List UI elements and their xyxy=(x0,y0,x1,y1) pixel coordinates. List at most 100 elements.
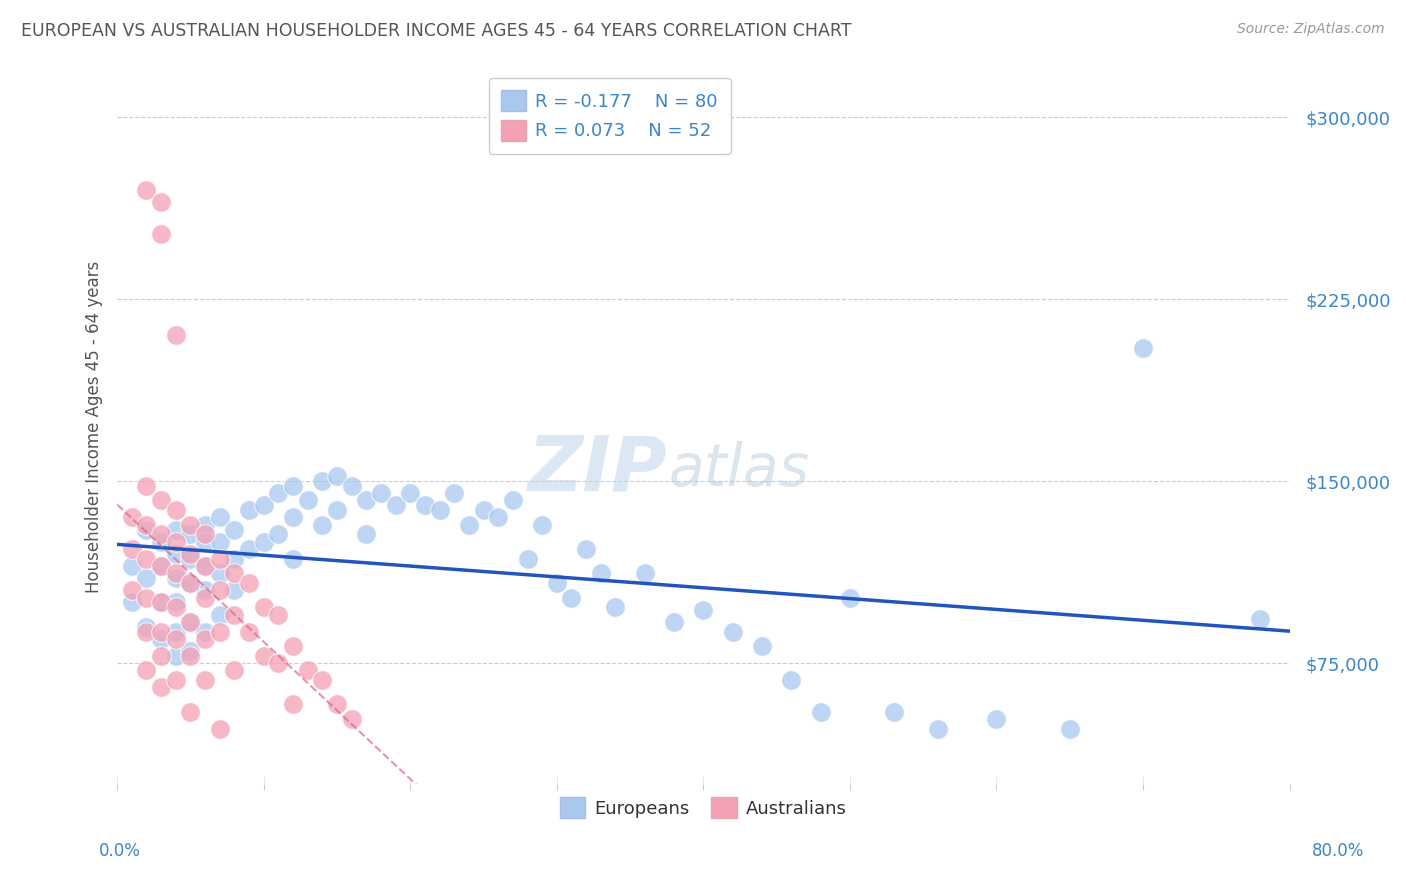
Point xyxy=(429,503,451,517)
Point xyxy=(179,705,201,719)
Point xyxy=(560,591,582,605)
Point xyxy=(267,486,290,500)
Point xyxy=(150,493,173,508)
Point xyxy=(384,499,406,513)
Point xyxy=(356,527,378,541)
Point xyxy=(326,503,349,517)
Point xyxy=(692,603,714,617)
Point xyxy=(194,632,217,646)
Point xyxy=(135,479,157,493)
Y-axis label: Householder Income Ages 45 - 64 years: Householder Income Ages 45 - 64 years xyxy=(86,260,103,592)
Point xyxy=(135,551,157,566)
Point xyxy=(165,600,187,615)
Point xyxy=(150,595,173,609)
Point xyxy=(194,517,217,532)
Point xyxy=(224,664,246,678)
Text: Source: ZipAtlas.com: Source: ZipAtlas.com xyxy=(1237,22,1385,37)
Point xyxy=(281,479,304,493)
Point xyxy=(165,571,187,585)
Point xyxy=(238,624,260,639)
Point xyxy=(150,227,173,241)
Point xyxy=(135,183,157,197)
Point xyxy=(150,559,173,574)
Point xyxy=(253,499,276,513)
Point xyxy=(340,479,363,493)
Point xyxy=(208,510,231,524)
Point xyxy=(516,551,538,566)
Point xyxy=(208,534,231,549)
Point xyxy=(253,648,276,663)
Point xyxy=(194,559,217,574)
Point xyxy=(194,591,217,605)
Point xyxy=(194,583,217,598)
Point xyxy=(165,566,187,581)
Text: atlas: atlas xyxy=(668,441,810,498)
Point xyxy=(165,673,187,687)
Point xyxy=(165,523,187,537)
Point xyxy=(121,510,143,524)
Point xyxy=(194,673,217,687)
Point xyxy=(179,615,201,629)
Point xyxy=(662,615,685,629)
Point xyxy=(121,559,143,574)
Point xyxy=(150,648,173,663)
Point xyxy=(810,705,832,719)
Point xyxy=(208,583,231,598)
Point xyxy=(311,673,333,687)
Point xyxy=(780,673,803,687)
Point xyxy=(150,624,173,639)
Point xyxy=(311,474,333,488)
Text: 0.0%: 0.0% xyxy=(98,842,141,860)
Point xyxy=(267,527,290,541)
Point xyxy=(165,595,187,609)
Point xyxy=(1132,341,1154,355)
Point xyxy=(838,591,860,605)
Point xyxy=(326,469,349,483)
Point xyxy=(150,534,173,549)
Point xyxy=(165,503,187,517)
Point xyxy=(281,551,304,566)
Point xyxy=(135,571,157,585)
Point xyxy=(135,591,157,605)
Point xyxy=(194,534,217,549)
Text: 80.0%: 80.0% xyxy=(1312,842,1364,860)
Point xyxy=(575,542,598,557)
Point xyxy=(208,566,231,581)
Point xyxy=(399,486,422,500)
Point xyxy=(135,664,157,678)
Point xyxy=(238,542,260,557)
Point xyxy=(150,527,173,541)
Point xyxy=(208,722,231,736)
Point xyxy=(224,566,246,581)
Text: ZIP: ZIP xyxy=(529,433,668,507)
Point xyxy=(224,583,246,598)
Point xyxy=(150,595,173,609)
Point xyxy=(883,705,905,719)
Point xyxy=(457,517,479,532)
Point xyxy=(472,503,495,517)
Point xyxy=(179,615,201,629)
Point xyxy=(150,194,173,209)
Point xyxy=(165,328,187,343)
Point xyxy=(634,566,657,581)
Point xyxy=(370,486,392,500)
Point xyxy=(267,607,290,622)
Point xyxy=(208,624,231,639)
Point xyxy=(194,559,217,574)
Point xyxy=(165,624,187,639)
Point xyxy=(179,527,201,541)
Point xyxy=(546,576,568,591)
Point xyxy=(121,542,143,557)
Point xyxy=(224,551,246,566)
Point xyxy=(165,547,187,561)
Point xyxy=(1249,612,1271,626)
Point xyxy=(208,607,231,622)
Point xyxy=(486,510,509,524)
Point xyxy=(1059,722,1081,736)
Point xyxy=(297,664,319,678)
Point xyxy=(927,722,949,736)
Point xyxy=(443,486,465,500)
Point xyxy=(179,648,201,663)
Point xyxy=(179,547,201,561)
Point xyxy=(281,510,304,524)
